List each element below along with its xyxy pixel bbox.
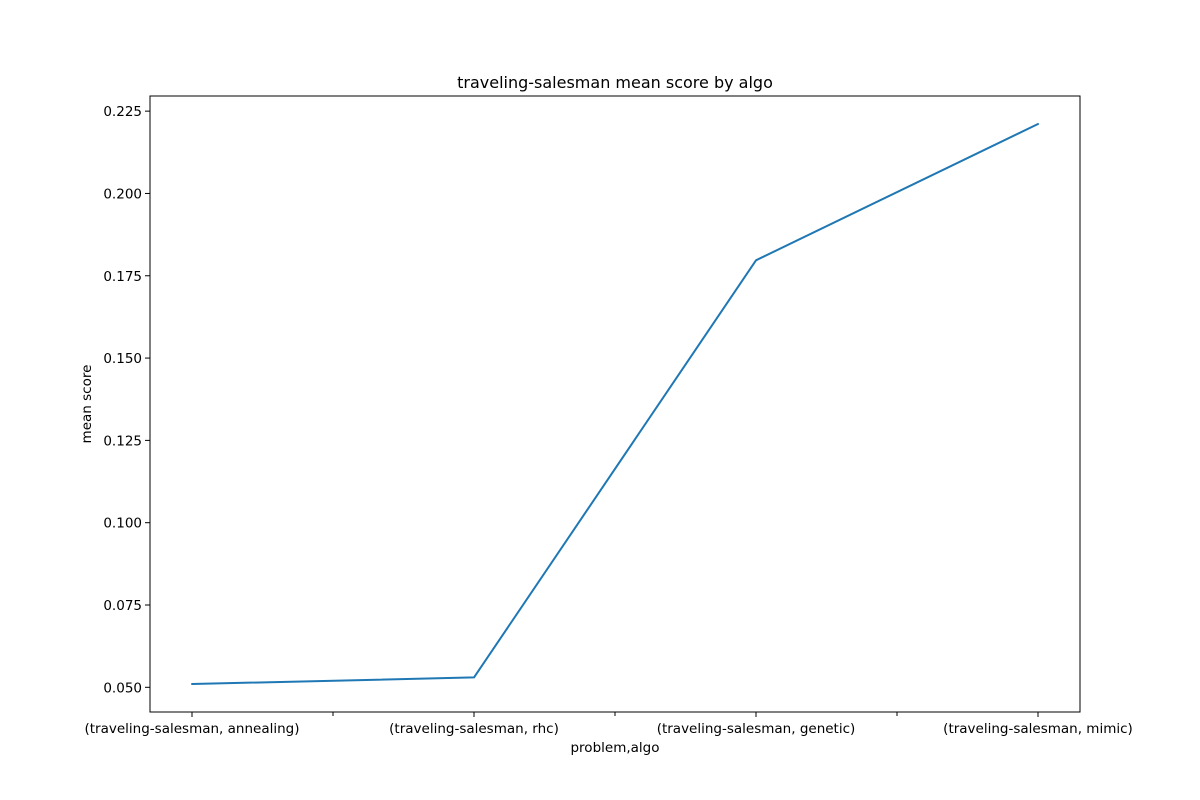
- x-tick-label: (traveling-salesman, genetic): [657, 721, 856, 737]
- series-group: [191, 122, 1039, 686]
- series-line: [191, 122, 1039, 686]
- y-axis-label: mean score: [79, 365, 95, 444]
- y-tick-label: 0.200: [103, 186, 142, 202]
- y-tick-label: 0.050: [103, 680, 142, 696]
- x-tick-label: (traveling-salesman, rhc): [389, 721, 559, 737]
- x-tick-label: (traveling-salesman, annealing): [85, 721, 300, 737]
- x-axis-ticks: (traveling-salesman, annealing) (travelin…: [85, 712, 1133, 737]
- y-axis-ticks: 0.050 0.075 0.100 0.125 0.150 0.175 0.200 0.225: [103, 104, 150, 696]
- y-tick-label: 0.100: [103, 516, 142, 532]
- plot-frame: [149, 95, 1081, 713]
- y-tick-label: 0.175: [103, 269, 142, 285]
- y-tick-label: 0.075: [103, 598, 142, 614]
- y-tick-label: 0.125: [103, 433, 142, 449]
- chart-title: traveling-salesman mean score by algo: [457, 73, 773, 92]
- y-tick-label: 0.150: [103, 351, 142, 367]
- x-axis-label: problem,algo: [570, 740, 659, 756]
- y-tick-label: 0.225: [103, 104, 142, 120]
- x-tick-label: (traveling-salesman, mimic): [943, 721, 1133, 737]
